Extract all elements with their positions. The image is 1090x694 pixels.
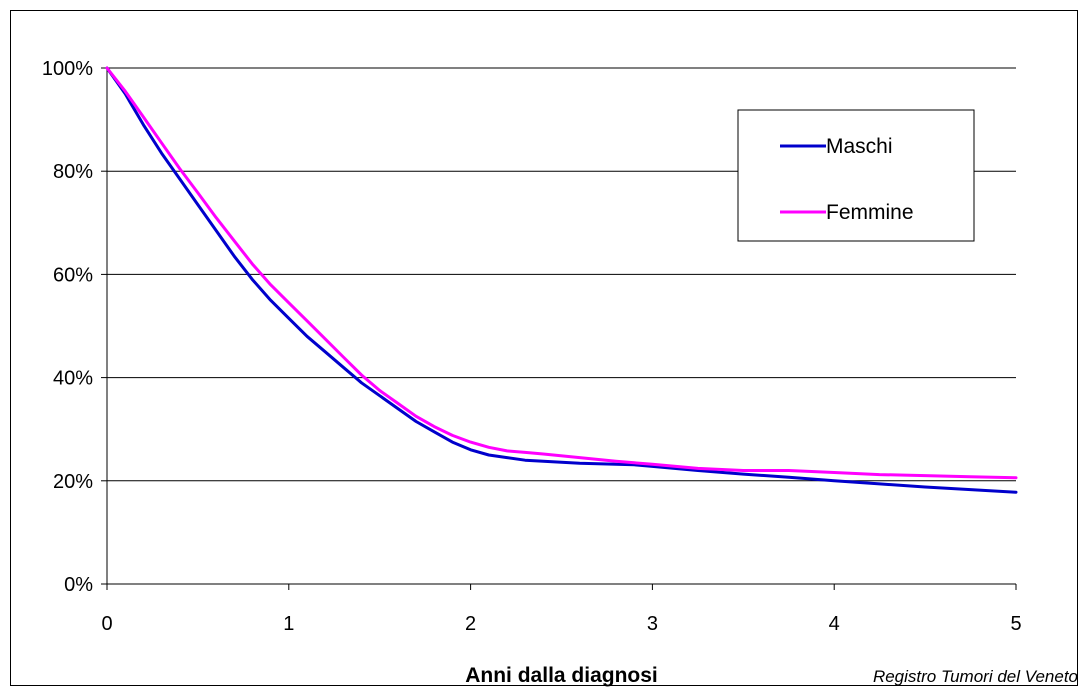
series-lines: [105, 66, 1018, 494]
tick-labels: 0% 20% 40% 60% 80% 100% 0 1 2 3 4 5: [42, 58, 1022, 635]
y-tick-label: 40%: [53, 368, 93, 390]
series-line-maschi: [105, 66, 1018, 494]
x-tick-label: 0: [101, 613, 112, 635]
axes: [101, 67, 1017, 590]
y-tick-label: 60%: [53, 264, 93, 286]
x-tick-label: 3: [647, 613, 658, 635]
y-tick-label: 80%: [53, 161, 93, 183]
x-axis-title: Anni dalla diagnosi: [465, 664, 658, 687]
grid-lines: [107, 67, 1016, 482]
x-tick-label: 5: [1010, 613, 1021, 635]
legend-box: [737, 109, 975, 242]
source-note: Registro Tumori del Veneto: [872, 667, 1078, 686]
legend: Maschi Femmine: [737, 109, 975, 242]
y-tick-label: 20%: [53, 471, 93, 493]
y-tick-label: 0%: [64, 574, 93, 596]
x-tick-label: 2: [465, 613, 476, 635]
legend-label-maschi: Maschi: [826, 135, 893, 158]
series-line-femmine: [105, 66, 1018, 480]
x-tick-label: 4: [829, 613, 840, 635]
y-tick-label: 100%: [42, 58, 93, 80]
legend-label-femmine: Femmine: [826, 201, 914, 224]
x-tick-label: 1: [283, 613, 294, 635]
